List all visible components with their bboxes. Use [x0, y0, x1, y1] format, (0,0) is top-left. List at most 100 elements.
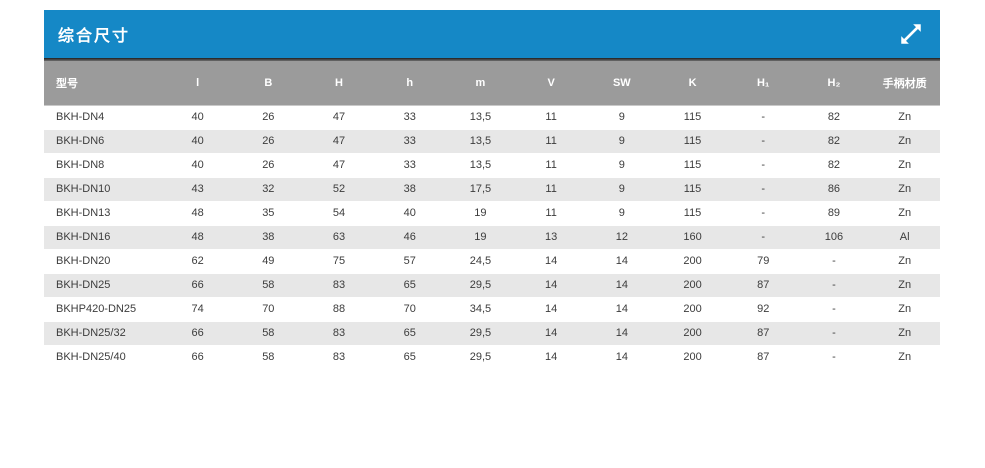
- value-cell: 47: [303, 128, 375, 154]
- value-cell: 11: [515, 201, 587, 225]
- value-cell: 58: [232, 345, 304, 369]
- value-cell: 14: [515, 249, 587, 273]
- value-cell: 11: [515, 105, 587, 129]
- dimensions-panel: 综合尺寸 型号 l B H h m V SW K: [44, 10, 940, 369]
- column-header-B: B: [232, 61, 304, 106]
- value-cell: Zn: [869, 320, 940, 346]
- value-cell: -: [798, 320, 870, 346]
- value-cell: 66: [162, 272, 233, 298]
- value-cell: 13,5: [445, 128, 516, 154]
- value-cell: 87: [727, 345, 799, 369]
- value-cell: Zn: [869, 249, 940, 273]
- table-row: BKH-DN16 48 38 63 46 19 13 12 160-106 Al: [44, 224, 940, 250]
- value-cell: 115: [657, 105, 728, 129]
- value-cell: Zn: [869, 128, 940, 154]
- value-cell: 9: [586, 128, 658, 154]
- value-cell: 32: [232, 176, 304, 202]
- value-cell: 65: [374, 272, 446, 298]
- value-cell: 65: [374, 320, 446, 346]
- value-cell: 54: [303, 201, 375, 225]
- value-cell: 29,5: [445, 320, 516, 346]
- value-cell: 24,5: [445, 249, 516, 273]
- table-row: BKH-DN10 43 32 52 38 17,5 11 9 115-86 Zn: [44, 176, 940, 202]
- model-cell: BKH-DN25/40: [44, 345, 163, 369]
- value-cell: -: [727, 224, 799, 250]
- value-cell: 13,5: [445, 153, 516, 177]
- model-cell: BKH-DN6: [44, 128, 163, 154]
- value-cell: Zn: [869, 105, 940, 129]
- value-cell: -: [727, 201, 799, 225]
- expand-button[interactable]: [896, 19, 926, 49]
- panel-title: 综合尺寸: [58, 28, 131, 45]
- value-cell: 65: [374, 345, 446, 369]
- value-cell: 35: [232, 201, 304, 225]
- column-header-m: m: [445, 61, 516, 106]
- value-cell: 43: [162, 176, 233, 202]
- table-row: BKH-DN20 62 49 75 57 24,5 14 14 200 79- Zn: [44, 249, 940, 273]
- value-cell: -: [727, 105, 799, 129]
- value-cell: 63: [303, 224, 375, 250]
- column-header-K: K: [657, 61, 728, 106]
- value-cell: 88: [303, 297, 375, 321]
- value-cell: 13: [515, 224, 587, 250]
- value-cell: 83: [303, 272, 375, 298]
- value-cell: 200: [657, 272, 728, 298]
- value-cell: 33: [374, 153, 446, 177]
- table-body: BKH-DN4 40 26 47 33 13,5 11 9 115-82 Zn BKH-DN6 40 2…: [44, 105, 940, 369]
- value-cell: 38: [232, 224, 304, 250]
- model-cell: BKH-DN20: [44, 249, 163, 273]
- value-cell: 200: [657, 345, 728, 369]
- value-cell: 87: [727, 320, 799, 346]
- value-cell: 14: [586, 297, 658, 321]
- value-cell: 87: [727, 272, 799, 298]
- value-cell: 33: [374, 105, 446, 129]
- value-cell: 14: [515, 320, 587, 346]
- value-cell: 86: [798, 176, 870, 202]
- value-cell: 160: [657, 224, 728, 250]
- value-cell: 9: [586, 105, 658, 129]
- value-cell: 48: [162, 224, 233, 250]
- column-header-SW: SW: [586, 61, 658, 106]
- model-cell: BKH-DN4: [44, 105, 163, 129]
- value-cell: 26: [232, 128, 304, 154]
- value-cell: Zn: [869, 201, 940, 225]
- panel-header: 综合尺寸: [44, 10, 940, 58]
- value-cell: 12: [586, 224, 658, 250]
- value-cell: 92: [727, 297, 799, 321]
- value-cell: 82: [798, 128, 870, 154]
- header-divider: [44, 58, 940, 61]
- value-cell: 40: [374, 201, 446, 225]
- value-cell: 19: [445, 201, 516, 225]
- value-cell: 14: [515, 272, 587, 298]
- column-header-model: 型号: [44, 61, 163, 106]
- value-cell: 14: [515, 345, 587, 369]
- value-cell: 19: [445, 224, 516, 250]
- value-cell: 14: [586, 320, 658, 346]
- table-row: BKH-DN25/32 66 58 83 65 29,5 14 14 200 87- Zn: [44, 320, 940, 346]
- value-cell: 9: [586, 176, 658, 202]
- value-cell: 26: [232, 153, 304, 177]
- value-cell: -: [727, 128, 799, 154]
- table-header-row: 型号 l B H h m V SW K H₁ H₂ 手柄材质: [44, 61, 940, 106]
- table-row: BKH-DN6 40 26 47 33 13,5 11 9 115-82 Zn: [44, 128, 940, 154]
- table-row: BKH-DN4 40 26 47 33 13,5 11 9 115-82 Zn: [44, 105, 940, 129]
- value-cell: 29,5: [445, 272, 516, 298]
- value-cell: 58: [232, 320, 304, 346]
- value-cell: 34,5: [445, 297, 516, 321]
- value-cell: 200: [657, 297, 728, 321]
- column-header-handle-material: 手柄材质: [869, 61, 940, 106]
- value-cell: 75: [303, 249, 375, 273]
- table-row: BKH-DN25/40 66 58 83 65 29,5 14 14 200 87- Zn: [44, 345, 940, 369]
- column-header-H2: H₂: [798, 61, 870, 106]
- value-cell: 48: [162, 201, 233, 225]
- value-cell: 9: [586, 153, 658, 177]
- value-cell: 14: [586, 272, 658, 298]
- value-cell: -: [798, 345, 870, 369]
- value-cell: 46: [374, 224, 446, 250]
- value-cell: Zn: [869, 272, 940, 298]
- value-cell: 26: [232, 105, 304, 129]
- table-row: BKHP420-DN25 74 70 88 70 34,5 14 14 200 92- Zn: [44, 297, 940, 321]
- value-cell: 9: [586, 201, 658, 225]
- value-cell: 70: [374, 297, 446, 321]
- value-cell: 40: [162, 153, 233, 177]
